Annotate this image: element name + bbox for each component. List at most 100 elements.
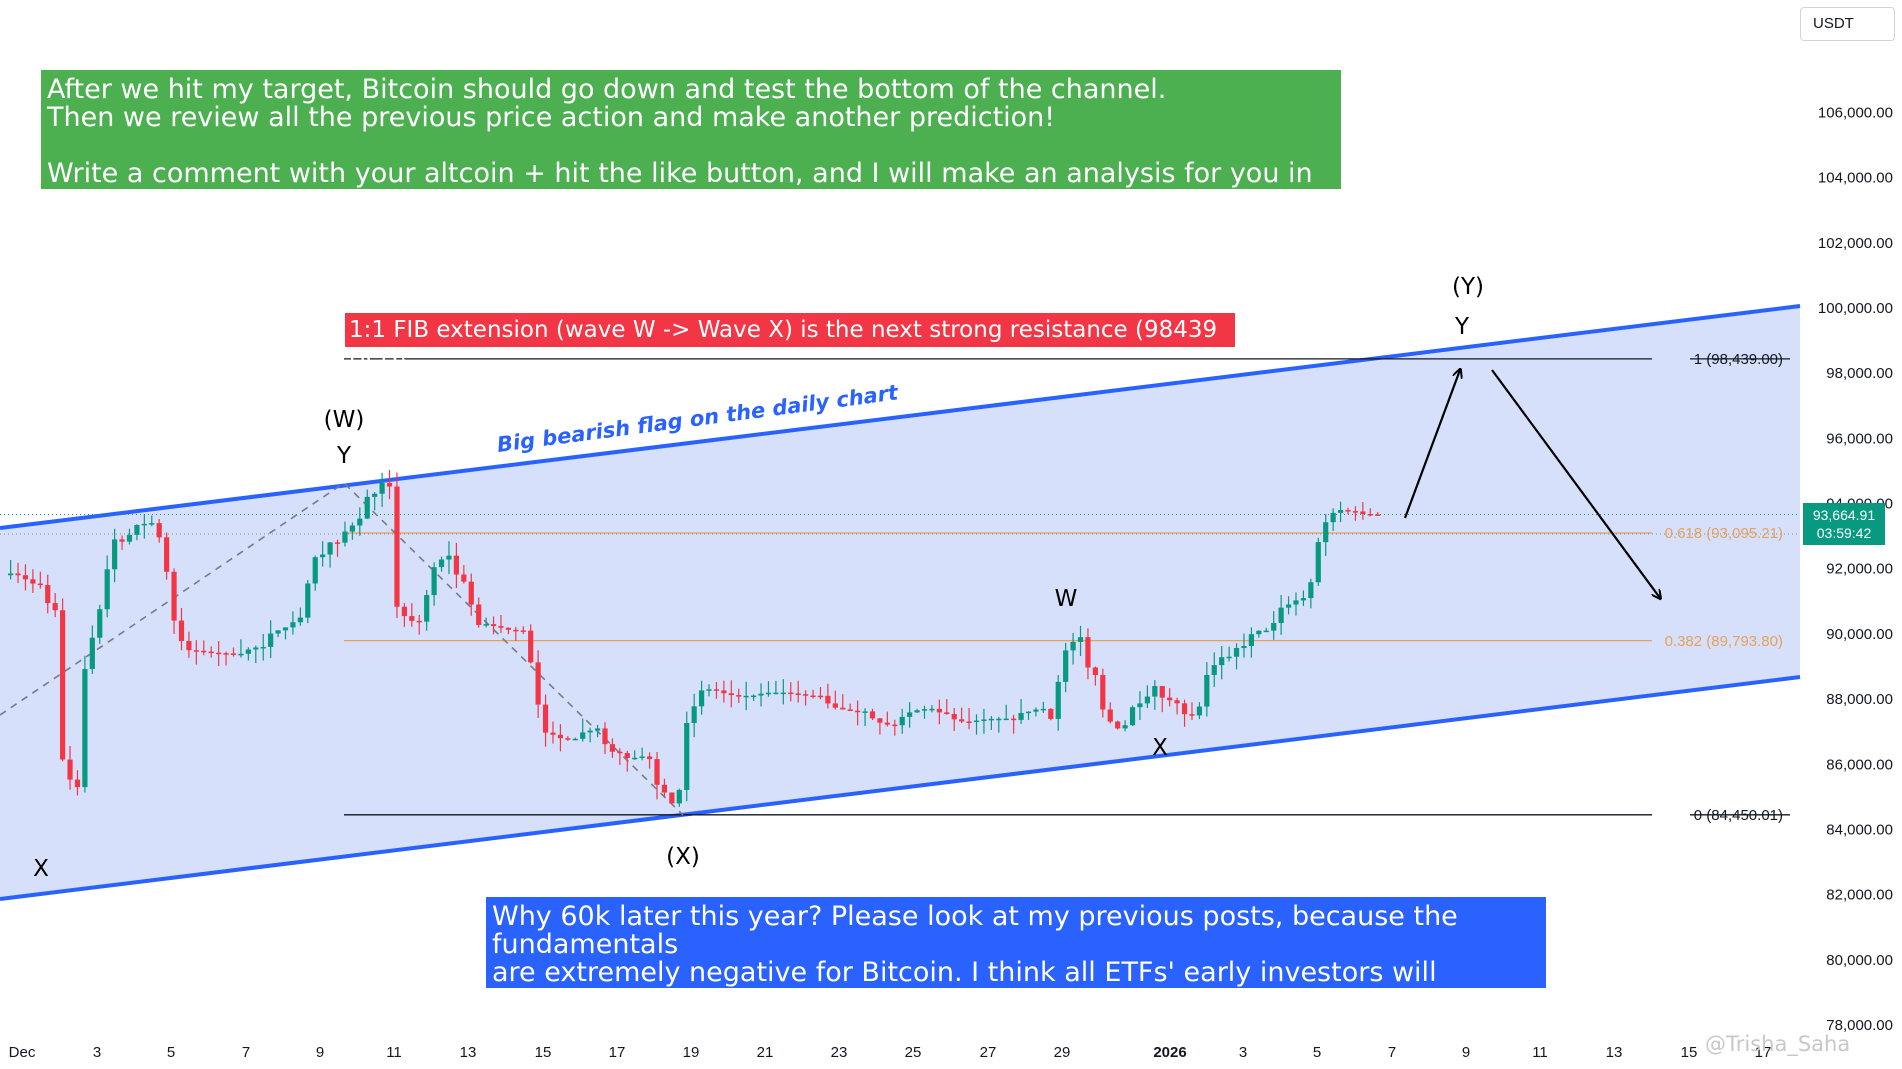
candle-down [795, 693, 801, 695]
candle-up [1278, 607, 1284, 623]
candle-up [1219, 657, 1225, 666]
candle-up [268, 633, 274, 647]
candle-up [327, 542, 333, 555]
channel-layer [0, 304, 1801, 901]
candle-down [201, 650, 207, 653]
candle-up [290, 622, 296, 628]
candle-up [483, 624, 489, 626]
candle-down [1100, 675, 1106, 710]
channel-bottom-line [0, 675, 1801, 901]
x-tick-label: Dec [9, 1044, 36, 1061]
x-tick-label: 23 [831, 1044, 848, 1061]
candle-down [74, 779, 81, 788]
candle-up [97, 609, 103, 638]
candle-up [1300, 598, 1307, 601]
note-blue: Why 60k later this year? Please look at … [486, 897, 1546, 1015]
candle-down [713, 689, 720, 691]
candle-up [1018, 712, 1024, 720]
candle-up [676, 789, 682, 804]
candle-down [416, 620, 422, 623]
candle-up [134, 525, 140, 535]
candle-up [1144, 696, 1150, 704]
candle-down [855, 710, 861, 713]
candle-up [981, 719, 987, 721]
candle-up [1330, 512, 1336, 523]
channel-top-line [0, 304, 1801, 530]
watermark: @Trisha_Saha [1705, 1032, 1851, 1056]
candle-layer [8, 469, 1381, 807]
candle-up [104, 569, 110, 610]
candle-down [803, 694, 809, 696]
candle-down [788, 692, 794, 695]
candle-up [1263, 630, 1269, 633]
candle-down [840, 707, 846, 710]
candle-down [944, 712, 950, 714]
candle-up [282, 627, 289, 631]
y-tick-label: 88,000.00 [1826, 691, 1893, 708]
candle-down [164, 537, 170, 572]
candle-up [572, 738, 578, 741]
candle-up [706, 689, 712, 691]
candle-down [669, 792, 675, 804]
candle-down [565, 738, 571, 740]
last-price-badge: 93,664.91 03:59:42 [1803, 503, 1885, 545]
candle-up [245, 649, 251, 654]
countdown-value: 03:59:42 [1816, 525, 1872, 541]
x-tick-label: 9 [316, 1044, 324, 1061]
candle-up [126, 534, 133, 542]
candle-down [1345, 510, 1351, 512]
candle-down [817, 695, 824, 698]
candle-down [1115, 721, 1121, 729]
y-tick-label: 104,000.00 [1818, 170, 1893, 187]
candle-up [1122, 725, 1128, 729]
candle-down [513, 629, 519, 632]
candle-up [929, 708, 935, 711]
candle-up [260, 646, 266, 649]
x-tick-label: 27 [980, 1044, 997, 1061]
candle-down [37, 583, 43, 586]
y-tick-label: 96,000.00 [1826, 430, 1893, 447]
candle-up [1040, 708, 1046, 711]
projection-down-arrow [1491, 369, 1660, 598]
candle-down [1085, 637, 1091, 668]
candle-down [936, 708, 942, 713]
candle-up [1055, 681, 1061, 719]
candle-up [594, 728, 601, 731]
x-tick-label: 21 [757, 1044, 774, 1061]
candle-up [773, 692, 779, 695]
candle-up [238, 653, 244, 656]
candle-down [45, 585, 51, 604]
candle-down [1367, 514, 1373, 516]
candle-down [959, 719, 965, 722]
candle-down [15, 573, 21, 576]
projection-up-arrow [1403, 370, 1460, 519]
x-tick-label: 25 [905, 1044, 922, 1061]
candle-up [431, 567, 437, 596]
candle-down [877, 718, 883, 723]
candle-down [216, 652, 222, 655]
x-tick-label: 15 [535, 1044, 552, 1061]
candle-up [973, 720, 980, 723]
x-tick-label: 11 [386, 1044, 402, 1061]
candle-up [1256, 630, 1262, 635]
candle-up [758, 693, 764, 696]
candle-up [1063, 650, 1069, 682]
candle-up [691, 706, 697, 723]
candle-up [82, 669, 88, 788]
y-tick-label: 102,000.00 [1818, 235, 1893, 252]
candle-down [171, 571, 177, 621]
candle-up [1129, 707, 1136, 726]
candle-down [951, 713, 957, 720]
candle-up [684, 722, 690, 790]
candle-up [1308, 582, 1314, 599]
candle-down [602, 728, 608, 745]
x-tick-label: 5 [167, 1044, 175, 1061]
y-tick-label: 86,000.00 [1826, 756, 1893, 773]
candle-down [847, 709, 853, 711]
wave-X-label: X [1152, 735, 1168, 761]
wave-X-label-left: X [33, 856, 49, 882]
candle-up [862, 711, 868, 713]
candle-up [632, 757, 638, 760]
currency-button[interactable]: USDT [1800, 7, 1895, 41]
